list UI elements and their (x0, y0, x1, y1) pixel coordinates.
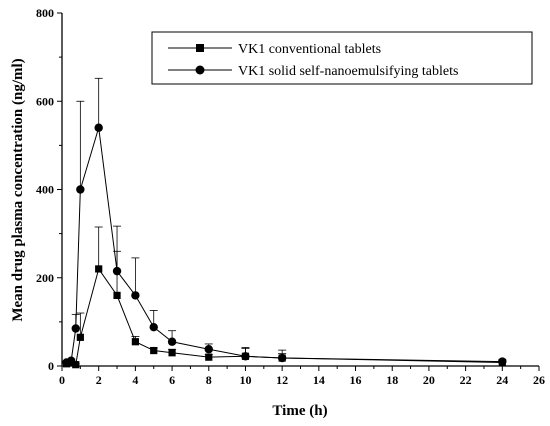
legend-label-snedds: VK1 solid self-nanoemulsifying tablets (238, 64, 458, 79)
data-point-circle (498, 357, 507, 366)
data-point-circle (204, 345, 213, 354)
x-tick-label: 10 (239, 373, 251, 387)
data-point-circle (112, 266, 122, 276)
data-point-square (76, 333, 84, 341)
series-line (66, 127, 503, 363)
data-point-square (131, 338, 139, 346)
x-tick-label: 22 (460, 373, 472, 387)
data-point-circle (66, 356, 76, 365)
data-point-circle (131, 291, 140, 300)
x-tick-label: 18 (386, 373, 398, 387)
data-point-square (72, 361, 80, 369)
data-point-circle (277, 353, 287, 363)
x-axis-title: Time (h) (272, 403, 327, 419)
x-tick-label: 2 (96, 373, 102, 387)
legend-box (151, 31, 533, 85)
data-point-circle (149, 322, 158, 332)
series-conventional (62, 226, 507, 369)
data-point-square (113, 291, 121, 299)
x-tick-label: 6 (169, 373, 175, 387)
y-tick-label: 200 (36, 271, 54, 285)
x-tick-label: 24 (496, 373, 508, 387)
x-tick-label: 8 (206, 373, 212, 387)
x-tick-label: 16 (350, 373, 362, 387)
y-tick-label: 800 (36, 6, 54, 20)
data-point-circle (71, 324, 80, 333)
data-point-circle (94, 123, 103, 132)
y-axis-title: Mean drug plasma concentration (ng/ml) (10, 58, 26, 321)
x-tick-label: 12 (276, 373, 288, 387)
y-tick-label: 400 (36, 183, 54, 197)
data-point-circle (241, 352, 250, 361)
data-point-circle (167, 337, 177, 346)
legend: VK1 conventional tablets VK1 solid self-… (151, 31, 533, 85)
legend-circle-marker (195, 65, 205, 75)
x-tick-label: 14 (313, 373, 325, 387)
x-tick-label: 0 (59, 373, 65, 387)
series-snedds (62, 77, 507, 367)
data-point-square (205, 353, 213, 361)
data-point-circle (76, 185, 85, 194)
legend-square-marker (196, 44, 204, 52)
plot-area (62, 77, 507, 369)
x-tick-label: 26 (533, 373, 545, 387)
x-tick-label: 20 (423, 373, 435, 387)
data-point-square (150, 346, 158, 355)
legend-label-conventional: VK1 conventional tablets (238, 42, 381, 57)
x-tick-label: 4 (132, 373, 138, 387)
y-tick-label: 600 (36, 94, 54, 108)
data-point-square (95, 265, 103, 273)
y-tick-label: 0 (48, 359, 54, 373)
data-point-square (168, 349, 176, 357)
